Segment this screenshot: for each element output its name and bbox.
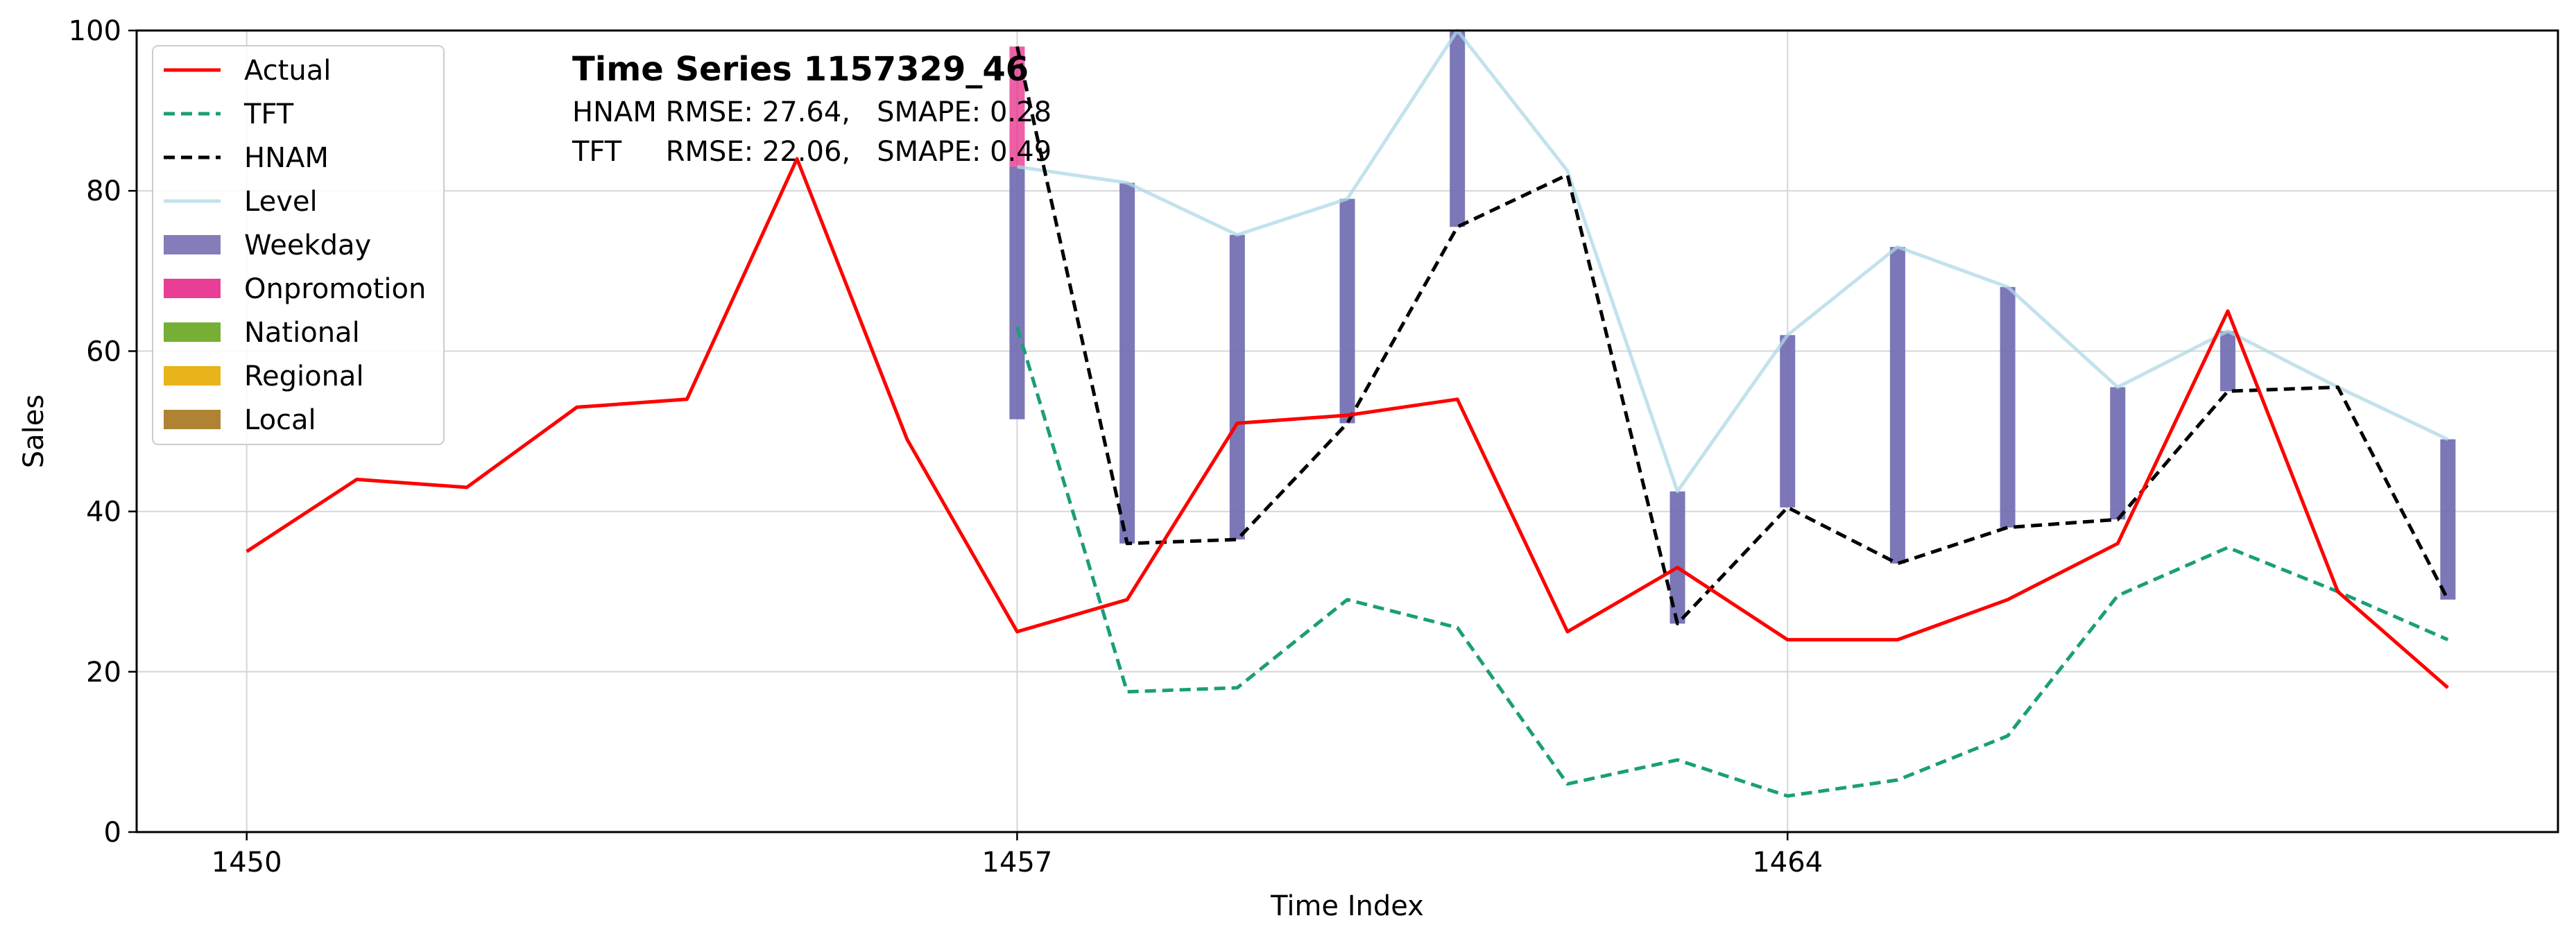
component-bar-weekday xyxy=(2000,286,2016,528)
legend-label-weekday: Weekday xyxy=(244,230,371,261)
legend-label-tft: TFT xyxy=(243,98,294,130)
y-tick-label: 60 xyxy=(86,336,121,367)
x-tick-label: 1450 xyxy=(212,847,282,879)
y-tick-label: 100 xyxy=(69,15,121,47)
y-tick-label: 40 xyxy=(86,496,121,528)
component-bar-weekday xyxy=(1889,247,1905,564)
legend-label-level: Level xyxy=(244,186,318,218)
x-tick-label: 1464 xyxy=(1752,847,1823,879)
series-line-level xyxy=(1017,28,2449,494)
component-bar-weekday xyxy=(1009,166,1025,419)
y-axis-label: Sales xyxy=(18,395,50,468)
legend-box xyxy=(152,45,445,445)
legend-label-hnam: HNAM xyxy=(244,142,329,174)
legend-label-actual: Actual xyxy=(244,55,331,87)
component-bar-weekday xyxy=(2219,331,2235,392)
legend-label-local: Local xyxy=(244,404,316,436)
legend-swatch-regional xyxy=(164,366,221,386)
component-bar-weekday xyxy=(1669,491,1685,624)
component-bar-weekday xyxy=(1119,182,1135,544)
legend-swatch-onpromotion xyxy=(164,279,221,298)
series-line-hnam xyxy=(1015,46,2450,625)
component-bar-weekday xyxy=(2110,387,2126,520)
component-bar-weekday xyxy=(1450,31,1466,227)
component-bar-weekday xyxy=(1780,335,1796,508)
legend-label-onpromotion: Onpromotion xyxy=(244,273,426,305)
axis-ticks: 1450 1457 1464 0 20 40 60 80 100 xyxy=(69,15,1823,879)
metric-tft: TFT RMSE: 22.06, SMAPE: 0.49 xyxy=(572,136,1051,168)
y-tick-label: 0 xyxy=(104,817,121,849)
chart-title: Time Series 1157329_46 xyxy=(572,50,1029,89)
series-lines xyxy=(246,28,2450,798)
component-bar-onpromotion xyxy=(1009,46,1025,167)
x-tick-label: 1457 xyxy=(982,847,1053,879)
component-bars xyxy=(1009,31,2456,624)
legend-label-national: National xyxy=(244,317,360,349)
legend: Actual TFT HNAM Level Weekday Onpromotion Nati… xyxy=(152,45,445,445)
metric-hnam: HNAM RMSE: 27.64, SMAPE: 0.28 xyxy=(572,96,1051,128)
legend-label-regional: Regional xyxy=(244,361,364,392)
y-tick-label: 80 xyxy=(86,175,121,207)
plot-frame xyxy=(135,29,2559,833)
y-tick-label: 20 xyxy=(86,657,121,689)
series-line-tft xyxy=(1015,326,2449,798)
legend-swatch-local xyxy=(164,410,221,429)
component-bar-weekday xyxy=(1339,198,1355,424)
legend-swatch-weekday xyxy=(164,235,221,254)
grid-layer xyxy=(137,30,2558,833)
series-line-actual xyxy=(246,157,2449,689)
component-bar-weekday xyxy=(2440,439,2456,600)
x-axis-label: Time Index xyxy=(1270,890,1424,922)
component-bar-weekday xyxy=(1229,234,1245,540)
legend-swatch-national xyxy=(164,322,221,342)
